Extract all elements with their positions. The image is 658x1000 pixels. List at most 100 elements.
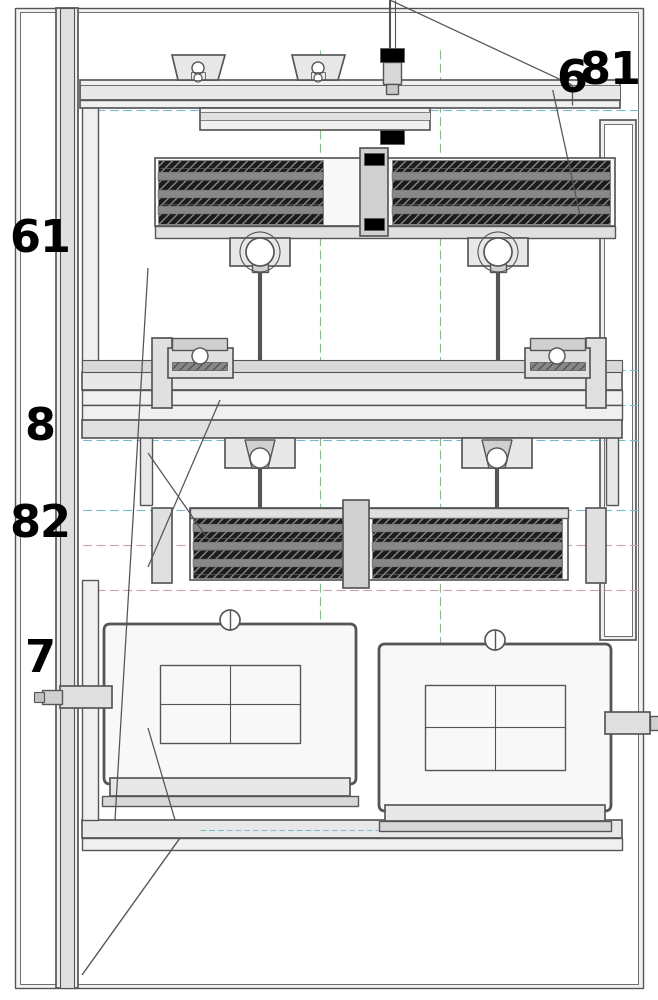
Text: 81: 81 xyxy=(579,50,641,94)
Bar xyxy=(158,160,323,224)
FancyBboxPatch shape xyxy=(104,624,356,784)
Bar xyxy=(372,559,562,567)
Bar xyxy=(392,206,610,214)
Bar xyxy=(380,130,404,144)
Bar xyxy=(604,124,632,636)
Circle shape xyxy=(484,238,512,266)
Bar xyxy=(462,438,532,468)
Bar xyxy=(530,338,585,350)
Bar xyxy=(102,796,358,806)
Bar xyxy=(193,542,343,550)
Bar xyxy=(110,778,350,796)
Bar xyxy=(60,686,112,708)
Bar xyxy=(230,238,290,266)
Bar xyxy=(200,112,430,120)
Bar xyxy=(360,148,388,236)
Bar xyxy=(82,580,98,820)
Circle shape xyxy=(246,238,274,266)
Bar xyxy=(468,238,528,266)
Circle shape xyxy=(314,74,322,82)
Bar xyxy=(82,405,622,420)
Bar xyxy=(56,8,78,988)
Bar xyxy=(82,372,622,390)
Bar xyxy=(155,226,615,238)
Bar xyxy=(34,692,44,702)
Bar xyxy=(525,348,590,378)
Circle shape xyxy=(485,630,505,650)
Bar xyxy=(82,820,622,838)
Bar xyxy=(372,524,562,532)
Bar xyxy=(172,362,227,370)
Bar xyxy=(60,8,74,988)
Bar xyxy=(425,685,565,770)
Bar xyxy=(343,500,369,588)
Text: 6: 6 xyxy=(557,58,588,102)
Bar xyxy=(193,518,343,578)
Bar xyxy=(252,264,268,272)
Bar xyxy=(82,838,622,850)
Bar xyxy=(82,390,622,405)
Bar xyxy=(600,120,636,640)
Bar xyxy=(386,84,398,94)
Bar xyxy=(372,542,562,550)
Bar xyxy=(152,338,172,408)
Bar xyxy=(380,48,404,62)
Bar xyxy=(200,108,430,130)
Bar xyxy=(225,438,295,468)
Polygon shape xyxy=(482,440,512,468)
Bar xyxy=(586,338,606,408)
Bar xyxy=(140,405,152,505)
Text: 82: 82 xyxy=(9,504,71,546)
Bar xyxy=(155,158,615,226)
Circle shape xyxy=(192,62,204,74)
Bar xyxy=(392,160,610,224)
Text: 7: 7 xyxy=(24,639,55,682)
Bar xyxy=(168,348,233,378)
Bar xyxy=(372,518,562,578)
Bar xyxy=(311,72,325,80)
Bar xyxy=(193,524,343,532)
Polygon shape xyxy=(292,55,345,80)
Bar xyxy=(190,508,568,518)
Bar xyxy=(160,665,300,743)
Bar xyxy=(586,508,606,583)
Bar xyxy=(605,712,650,734)
Bar xyxy=(80,85,620,99)
Circle shape xyxy=(250,448,270,468)
Circle shape xyxy=(487,448,507,468)
Bar xyxy=(80,80,620,108)
Bar xyxy=(191,72,205,80)
Bar xyxy=(158,172,323,180)
Bar xyxy=(158,206,323,214)
Circle shape xyxy=(549,348,565,364)
Polygon shape xyxy=(172,55,225,80)
Bar xyxy=(383,62,401,84)
Bar xyxy=(364,218,384,230)
Bar xyxy=(392,172,610,180)
Bar xyxy=(490,264,506,272)
Bar xyxy=(158,190,323,198)
Bar xyxy=(606,405,618,505)
FancyBboxPatch shape xyxy=(379,644,611,811)
Bar xyxy=(82,100,98,380)
Bar xyxy=(193,559,343,567)
Bar xyxy=(392,190,610,198)
Bar xyxy=(364,153,384,165)
Bar xyxy=(650,716,658,730)
Bar xyxy=(172,338,227,350)
Circle shape xyxy=(194,74,202,82)
Circle shape xyxy=(312,62,324,74)
Bar xyxy=(82,360,622,372)
Bar xyxy=(152,508,172,583)
Bar xyxy=(42,690,62,704)
Bar xyxy=(379,821,611,831)
Bar xyxy=(190,508,568,580)
Bar xyxy=(530,362,585,370)
Circle shape xyxy=(220,610,240,630)
Bar xyxy=(385,805,605,821)
Bar xyxy=(82,420,622,438)
Text: 8: 8 xyxy=(24,406,55,450)
Circle shape xyxy=(192,348,208,364)
Text: 61: 61 xyxy=(9,219,71,261)
Polygon shape xyxy=(245,440,275,468)
